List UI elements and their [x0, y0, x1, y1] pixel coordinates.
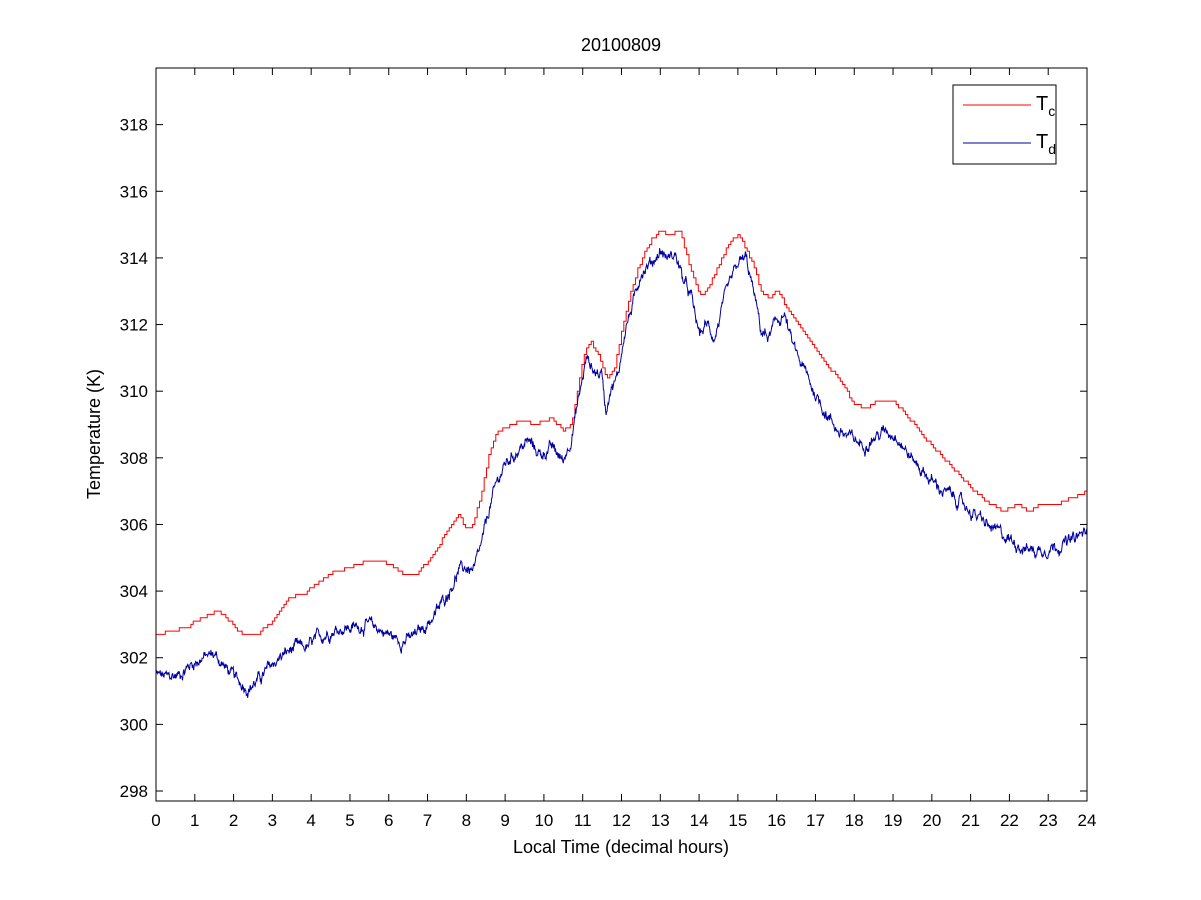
y-tick-label: 314 — [120, 249, 148, 268]
y-tick-label: 318 — [120, 116, 148, 135]
series-layer — [155, 230, 1088, 698]
plot-background — [156, 68, 1087, 801]
y-tick-label: 304 — [120, 582, 148, 601]
legend-label-td: Td — [1036, 131, 1056, 157]
y-axis-label: Temperature (K) — [84, 369, 104, 499]
tick-layer: 0 1 2 3 4 5 6 7 8 9 10 11 12 13 14 15 16 17 18 19 20 21 22 23 24… — [120, 68, 1097, 830]
legend-name-td: T — [1036, 131, 1048, 153]
y-tick-label: 298 — [120, 782, 148, 801]
x-tick-label: 12 — [612, 811, 631, 830]
x-tick-label: 7 — [423, 811, 432, 830]
x-tick-label: 6 — [384, 811, 393, 830]
x-tick-label: 16 — [767, 811, 786, 830]
x-tick-label: 0 — [151, 811, 160, 830]
x-tick-label: 1 — [190, 811, 199, 830]
x-tick-label: 22 — [1000, 811, 1019, 830]
x-tick-label: 4 — [306, 811, 315, 830]
x-tick-label: 17 — [806, 811, 825, 830]
x-tick-label: 11 — [574, 811, 592, 830]
x-tick-label: 20 — [922, 811, 941, 830]
x-tick-label: 2 — [229, 811, 238, 830]
chart-title: 20100809 — [581, 35, 661, 55]
x-tick-label: 5 — [345, 811, 354, 830]
y-tick-label: 300 — [120, 715, 148, 734]
legend-box — [952, 84, 1057, 165]
legend-subscript-td: d — [1048, 141, 1056, 157]
x-tick-label: 19 — [884, 811, 903, 830]
x-tick-label: 23 — [1039, 811, 1058, 830]
x-tick-label: 24 — [1078, 811, 1097, 830]
plot-area: 0 1 2 3 4 5 6 7 8 9 10 11 12 13 14 15 16 17 18 19 20 21 22 23 24… — [120, 67, 1097, 830]
x-axis-label: Local Time (decimal hours) — [513, 837, 729, 857]
series-line-t-c — [156, 230, 1087, 635]
x-tick-label: 21 — [961, 811, 980, 830]
y-tick-label: 316 — [120, 182, 148, 201]
y-tick-label: 310 — [120, 382, 148, 401]
legend-subscript-tc: c — [1048, 103, 1055, 119]
x-tick-label: 8 — [462, 811, 471, 830]
legend-label-tc: Tc — [1036, 93, 1055, 119]
x-tick-label: 10 — [534, 811, 553, 830]
series-line-t-d — [155, 248, 1088, 698]
x-tick-label: 18 — [845, 811, 864, 830]
y-tick-label: 306 — [120, 515, 148, 534]
x-tick-label: 14 — [690, 811, 709, 830]
legend-name-tc: T — [1036, 93, 1048, 115]
x-tick-label: 9 — [500, 811, 509, 830]
y-tick-label: 312 — [120, 316, 148, 335]
legend: Tc Td — [952, 84, 1057, 165]
y-tick-label: 308 — [120, 449, 148, 468]
x-tick-label: 15 — [728, 811, 747, 830]
y-tick-label: 302 — [120, 649, 148, 668]
x-tick-label: 13 — [651, 811, 670, 830]
x-tick-label: 3 — [268, 811, 277, 830]
